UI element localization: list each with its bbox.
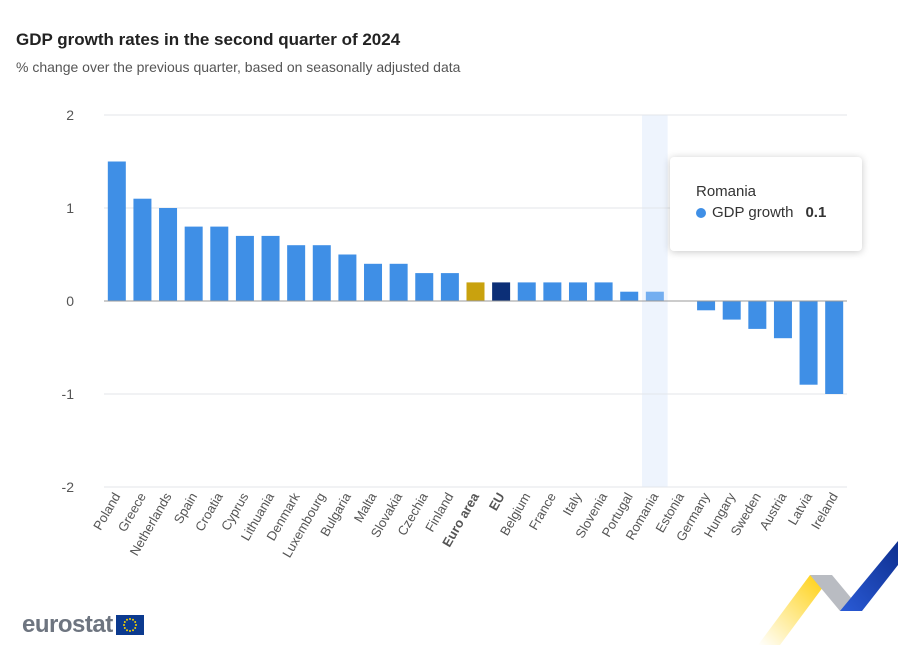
x-tick-label: Austria: [756, 489, 790, 532]
bar: [210, 226, 229, 301]
bar: [594, 282, 613, 301]
chart-tooltip: Romania GDP growth 0.1: [670, 157, 862, 251]
eurostat-logo[interactable]: eurostat: [22, 611, 144, 639]
bar: [748, 301, 767, 329]
bar: [159, 208, 178, 301]
bar: [235, 235, 254, 301]
tooltip-series-label: GDP growth: [712, 204, 794, 221]
tooltip-value: 0.1: [805, 204, 827, 221]
eu-flag-icon: [115, 615, 144, 635]
x-tick-label: EU: [486, 490, 508, 513]
bar: [568, 282, 587, 301]
y-tick-label: 2: [66, 107, 74, 123]
bar: [133, 198, 152, 301]
bar: [645, 291, 664, 301]
bar: [389, 263, 408, 301]
bar: [415, 273, 434, 301]
bar: [722, 301, 741, 320]
bar: [620, 291, 639, 301]
y-tick-label: 1: [66, 200, 74, 216]
bar: [440, 273, 459, 301]
x-tick-label: Italy: [560, 490, 585, 519]
bar: [261, 235, 280, 301]
bar: [184, 226, 203, 301]
bar: [364, 263, 383, 301]
series-dot-icon: [696, 207, 706, 218]
y-tick-label: 0: [66, 293, 74, 309]
logo-text: eurostat: [22, 611, 113, 638]
chart-subtitle: % change over the previous quarter, base…: [16, 59, 461, 75]
bar: [773, 301, 792, 339]
bar: [287, 245, 306, 301]
bar: [799, 301, 818, 385]
bar: [825, 301, 844, 394]
bar: [107, 161, 126, 301]
tooltip-country: Romania: [696, 183, 757, 200]
y-tick-label: -2: [62, 479, 75, 495]
y-tick-label: -1: [62, 386, 75, 402]
bar: [338, 254, 357, 301]
bar: [466, 282, 485, 301]
bar: [312, 245, 331, 301]
bar: [517, 282, 536, 301]
bar: [492, 282, 511, 301]
bar: [543, 282, 562, 301]
chart-title: GDP growth rates in the second quarter o…: [16, 30, 401, 49]
decorative-ribbons-icon: [758, 541, 898, 645]
tooltip-row: GDP growth 0.1: [696, 204, 862, 221]
bar: [697, 301, 716, 311]
